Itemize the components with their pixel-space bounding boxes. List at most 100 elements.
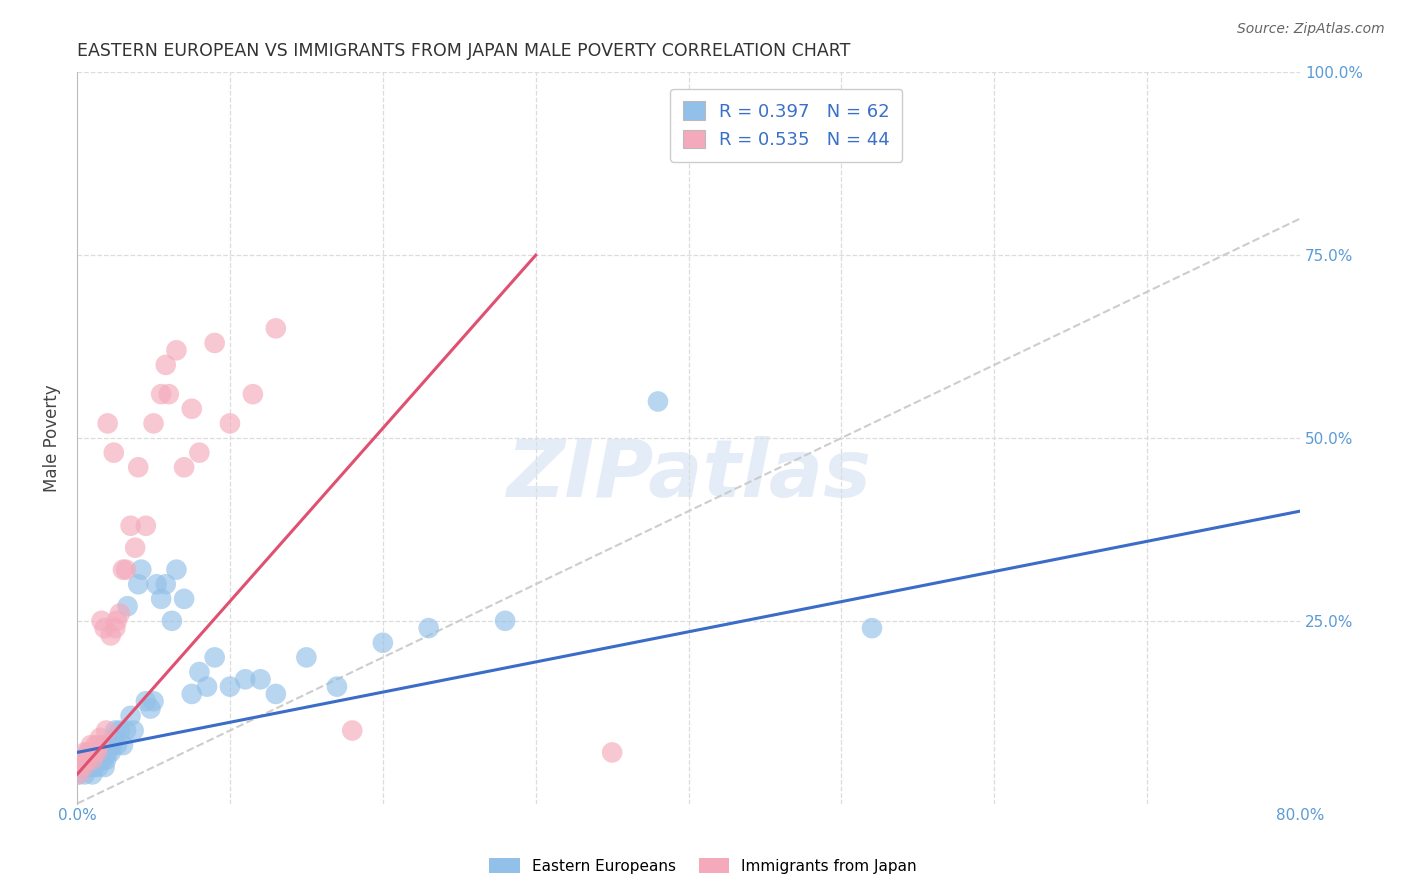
Point: [115, 723, 138, 738]
Point: [264, 687, 287, 701]
Point: [108, 723, 131, 738]
Legend: R = 0.397   N = 62, R = 0.535   N = 44: R = 0.397 N = 62, R = 0.535 N = 44: [671, 89, 903, 161]
Point: [94, 723, 117, 738]
Point: [173, 591, 195, 606]
Point: [127, 577, 149, 591]
Point: [73, 753, 96, 767]
Point: [155, 358, 177, 372]
Point: [90, 746, 112, 760]
Point: [97, 746, 120, 760]
Point: [84, 738, 107, 752]
Point: [94, 753, 117, 767]
Point: [111, 563, 134, 577]
Point: [249, 673, 271, 687]
Point: [83, 746, 105, 760]
Point: [264, 321, 287, 335]
Point: [97, 417, 120, 431]
Point: [79, 760, 101, 774]
Point: [326, 680, 349, 694]
Point: [139, 701, 162, 715]
Point: [219, 417, 242, 431]
Point: [84, 753, 107, 767]
Point: [494, 614, 516, 628]
Point: [76, 753, 98, 767]
Point: [73, 767, 96, 781]
Point: [418, 621, 440, 635]
Point: [79, 746, 101, 760]
Text: EASTERN EUROPEAN VS IMMIGRANTS FROM JAPAN MALE POVERTY CORRELATION CHART: EASTERN EUROPEAN VS IMMIGRANTS FROM JAPA…: [77, 42, 851, 60]
Point: [188, 665, 211, 679]
Point: [129, 563, 152, 577]
Point: [67, 767, 90, 781]
Point: [73, 746, 96, 760]
Point: [120, 518, 142, 533]
Point: [150, 387, 173, 401]
Point: [160, 614, 183, 628]
Point: [173, 460, 195, 475]
Point: [93, 738, 115, 752]
Point: [117, 599, 139, 614]
Point: [98, 738, 121, 752]
Text: ZIPatlas: ZIPatlas: [506, 435, 872, 514]
Point: [82, 746, 104, 760]
Point: [600, 746, 623, 760]
Point: [82, 767, 104, 781]
Point: [111, 738, 134, 752]
Point: [242, 387, 264, 401]
Point: [100, 628, 122, 642]
Point: [86, 746, 108, 760]
Point: [87, 738, 110, 752]
Point: [135, 694, 157, 708]
Point: [647, 394, 669, 409]
Point: [180, 401, 202, 416]
Point: [188, 445, 211, 459]
Point: [124, 541, 146, 555]
Point: [166, 563, 188, 577]
Point: [90, 614, 112, 628]
Point: [69, 760, 91, 774]
Point: [135, 518, 157, 533]
Point: [67, 767, 90, 781]
Point: [219, 680, 242, 694]
Point: [104, 723, 127, 738]
Point: [69, 760, 91, 774]
Point: [860, 621, 883, 635]
Legend: Eastern Europeans, Immigrants from Japan: Eastern Europeans, Immigrants from Japan: [482, 852, 924, 880]
Point: [122, 723, 145, 738]
Point: [70, 753, 93, 767]
Point: [72, 760, 94, 774]
Point: [89, 731, 111, 745]
Point: [233, 673, 256, 687]
Point: [115, 563, 138, 577]
Point: [76, 753, 98, 767]
Point: [371, 636, 394, 650]
Point: [82, 753, 104, 767]
Point: [93, 621, 115, 635]
Point: [204, 335, 226, 350]
Point: [89, 753, 111, 767]
Point: [104, 621, 127, 635]
Point: [105, 738, 128, 752]
Point: [145, 577, 167, 591]
Y-axis label: Male Poverty: Male Poverty: [44, 384, 60, 491]
Point: [91, 753, 114, 767]
Point: [155, 577, 177, 591]
Point: [103, 731, 125, 745]
Text: Source: ZipAtlas.com: Source: ZipAtlas.com: [1237, 22, 1385, 37]
Point: [75, 760, 97, 774]
Point: [166, 343, 188, 358]
Point: [103, 445, 125, 459]
Point: [195, 680, 218, 694]
Point: [87, 760, 110, 774]
Point: [70, 753, 93, 767]
Point: [295, 650, 318, 665]
Point: [83, 760, 105, 774]
Point: [157, 387, 180, 401]
Point: [342, 723, 364, 738]
Point: [100, 746, 122, 760]
Point: [105, 614, 128, 628]
Point: [204, 650, 226, 665]
Point: [120, 709, 142, 723]
Point: [180, 687, 202, 701]
Point: [76, 746, 98, 760]
